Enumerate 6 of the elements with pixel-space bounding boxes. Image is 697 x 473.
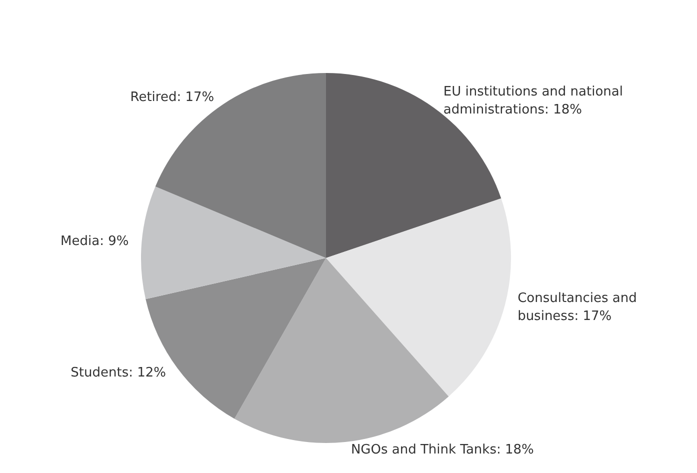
slice-label: Consultancies and business: 17% xyxy=(518,290,642,324)
slice-label: NGOs and Think Tanks: 18% xyxy=(350,442,534,458)
slice-label: Media: 9% xyxy=(60,234,129,249)
slice-label: Students: 12% xyxy=(70,366,166,381)
slice-label: EU institutions and national administrations: 18% xyxy=(443,84,628,118)
slice-label: Retired: 17% xyxy=(130,90,214,105)
